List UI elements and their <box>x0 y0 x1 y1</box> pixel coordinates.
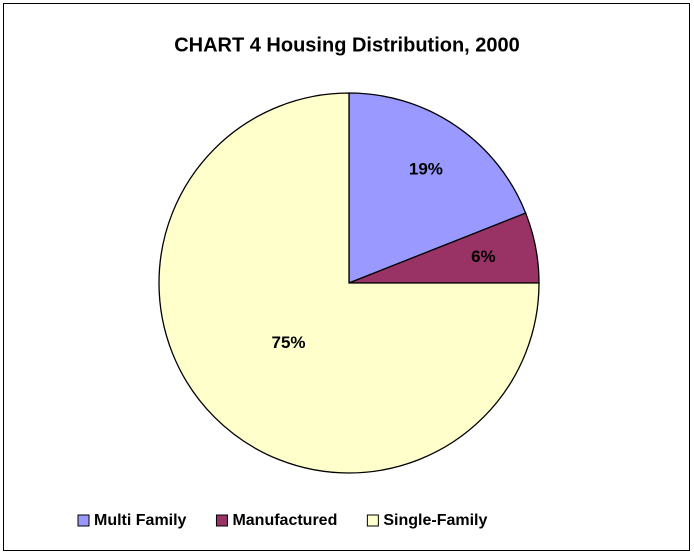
data-label: 75% <box>272 333 306 352</box>
chart-title: CHART 4 Housing Distribution, 2000 <box>174 34 520 56</box>
pie-slice <box>348 92 527 284</box>
legend-swatch <box>215 514 228 527</box>
legend-swatch <box>77 514 90 527</box>
data-label: 6% <box>471 247 496 266</box>
legend-label: Single-Family <box>383 512 487 529</box>
pie-slice <box>158 92 540 474</box>
data-label: 19% <box>409 159 443 178</box>
legend-label: Manufactured <box>232 512 337 529</box>
legend-swatch <box>366 514 379 527</box>
legend-label: Multi Family <box>94 512 187 529</box>
